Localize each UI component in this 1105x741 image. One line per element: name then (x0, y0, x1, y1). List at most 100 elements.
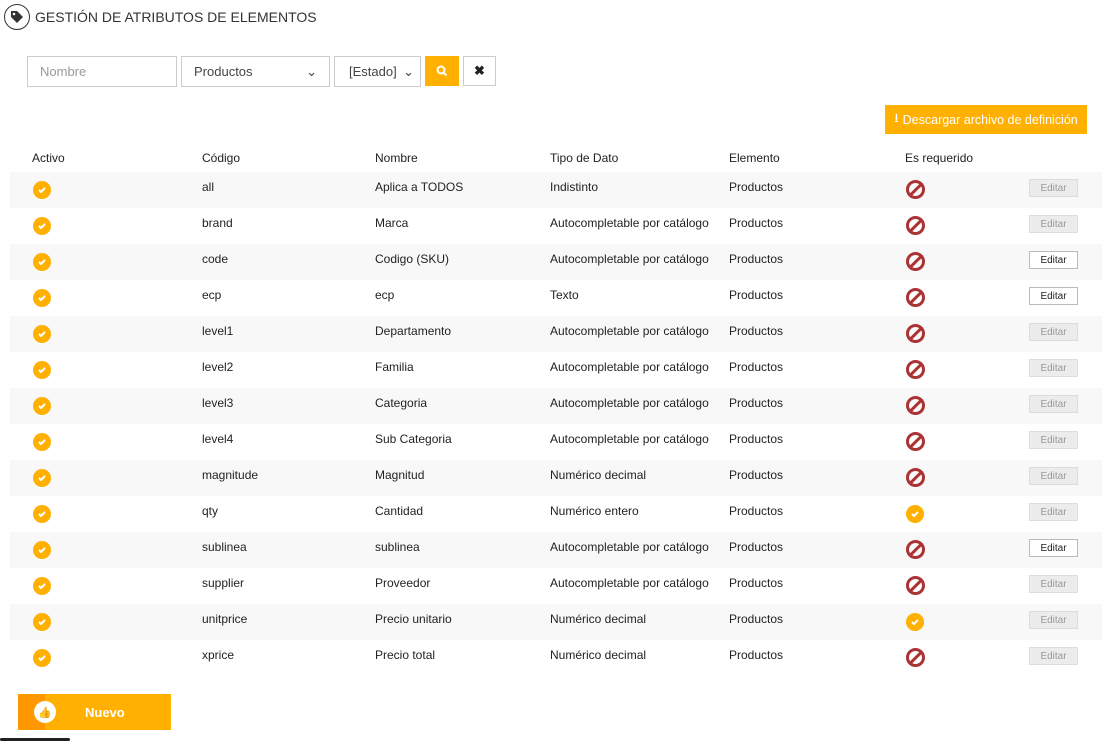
close-icon: ✖ (474, 63, 485, 78)
table-row: qty Cantidad Numérico entero Productos E… (10, 496, 1102, 532)
cell-type: Autocompletable por catálogo (550, 432, 709, 446)
active-check-icon (33, 217, 51, 235)
edit-button[interactable]: Editar (1029, 323, 1078, 341)
edit-button[interactable]: Editar (1029, 467, 1078, 485)
table-row: sublinea sublinea Autocompletable por ca… (10, 532, 1102, 568)
cell-name: ecp (375, 288, 395, 302)
chevron-down-icon: ⌄ (403, 63, 414, 79)
filter-bar: Productos⌄ [Estado]⌄ ✖ (27, 56, 496, 87)
cell-code: level1 (202, 324, 234, 338)
table-row: ecp ecp Texto Productos Editar (10, 280, 1102, 316)
page-header: GESTIÓN DE ATRIBUTOS DE ELEMENTOS (4, 4, 317, 30)
name-input[interactable] (27, 56, 177, 87)
scrollbar[interactable] (0, 738, 70, 741)
edit-button[interactable]: Editar (1029, 287, 1078, 305)
cell-element: Productos (729, 396, 784, 410)
cell-type: Numérico decimal (550, 648, 647, 662)
not-required-icon (906, 180, 925, 199)
active-check-icon (33, 361, 51, 379)
active-check-icon (33, 289, 51, 307)
edit-button[interactable]: Editar (1029, 539, 1078, 557)
col-codigo: Código (202, 151, 241, 165)
new-button[interactable]: 👍 Nuevo (18, 694, 171, 730)
cell-type: Autocompletable por catálogo (550, 360, 709, 374)
cell-element: Productos (729, 324, 784, 338)
col-elemento: Elemento (729, 151, 780, 165)
cell-name: Marca (375, 216, 409, 230)
table-row: xprice Precio total Numérico decimal Pro… (10, 640, 1102, 676)
cell-element: Productos (729, 612, 784, 626)
cell-code: level2 (202, 360, 234, 374)
cell-name: Precio total (375, 648, 436, 662)
cell-code: sublinea (202, 540, 247, 554)
cell-type: Numérico decimal (550, 612, 647, 626)
required-check-icon (906, 505, 924, 523)
active-check-icon (33, 397, 51, 415)
cell-type: Autocompletable por catálogo (550, 576, 709, 590)
cell-element: Productos (729, 576, 784, 590)
cell-name: Proveedor (375, 576, 431, 590)
table-row: unitprice Precio unitario Numérico decim… (10, 604, 1102, 640)
edit-button[interactable]: Editar (1029, 503, 1078, 521)
cell-code: magnitude (202, 468, 259, 482)
cell-code: supplier (202, 576, 245, 590)
edit-button[interactable]: Editar (1029, 395, 1078, 413)
not-required-icon (906, 540, 925, 559)
clear-button[interactable]: ✖ (463, 56, 496, 86)
cell-type: Autocompletable por catálogo (550, 396, 709, 410)
cell-type: Texto (550, 288, 579, 302)
table-row: level4 Sub Categoria Autocompletable por… (10, 424, 1102, 460)
active-check-icon (33, 649, 51, 667)
page-title: GESTIÓN DE ATRIBUTOS DE ELEMENTOS (35, 9, 317, 25)
cell-name: Sub Categoria (375, 432, 452, 446)
cell-element: Productos (729, 468, 784, 482)
active-check-icon (33, 577, 51, 595)
cell-code: code (202, 252, 229, 266)
table-row: brand Marca Autocompletable por catálogo… (10, 208, 1102, 244)
cell-element: Productos (729, 252, 784, 266)
state-select[interactable]: [Estado] ⌄ (334, 56, 421, 87)
cell-name: Precio unitario (375, 612, 452, 626)
not-required-icon (906, 252, 925, 271)
download-definition-button[interactable]: ⭳ Descargar archivo de definición (885, 105, 1087, 134)
attributes-table: all Aplica a TODOS Indistinto Productos … (10, 172, 1102, 676)
table-row: supplier Proveedor Autocompletable por c… (10, 568, 1102, 604)
cell-code: qty (202, 504, 219, 518)
edit-button[interactable]: Editar (1029, 431, 1078, 449)
active-check-icon (33, 181, 51, 199)
cell-element: Productos (729, 540, 784, 554)
edit-button[interactable]: Editar (1029, 611, 1078, 629)
cell-type: Autocompletable por catálogo (550, 540, 709, 554)
not-required-icon (906, 576, 925, 595)
cell-code: brand (202, 216, 233, 230)
edit-button[interactable]: Editar (1029, 575, 1078, 593)
cell-type: Numérico entero (550, 504, 639, 518)
active-check-icon (33, 325, 51, 343)
table-row: level3 Categoria Autocompletable por cat… (10, 388, 1102, 424)
cell-element: Productos (729, 432, 784, 446)
cell-name: Cantidad (375, 504, 424, 518)
col-tipo: Tipo de Dato (550, 151, 619, 165)
col-requerido: Es requerido (905, 151, 974, 165)
cell-name: sublinea (375, 540, 420, 554)
element-select[interactable]: Productos ⌄ (181, 56, 330, 87)
table-row: magnitude Magnitud Numérico decimal Prod… (10, 460, 1102, 496)
cell-type: Numérico decimal (550, 468, 647, 482)
tag-icon (4, 4, 30, 30)
cell-name: Departamento (375, 324, 452, 338)
active-check-icon (33, 505, 51, 523)
cell-element: Productos (729, 216, 784, 230)
col-activo: Activo (32, 151, 65, 165)
edit-button[interactable]: Editar (1029, 179, 1078, 197)
cell-type: Indistinto (550, 180, 599, 194)
search-button[interactable] (425, 56, 459, 86)
edit-button[interactable]: Editar (1029, 215, 1078, 233)
active-check-icon (33, 541, 51, 559)
edit-button[interactable]: Editar (1029, 359, 1078, 377)
cell-name: Magnitud (375, 468, 425, 482)
edit-button[interactable]: Editar (1029, 647, 1078, 665)
cell-element: Productos (729, 180, 784, 194)
edit-button[interactable]: Editar (1029, 251, 1078, 269)
not-required-icon (906, 360, 925, 379)
active-check-icon (33, 469, 51, 487)
